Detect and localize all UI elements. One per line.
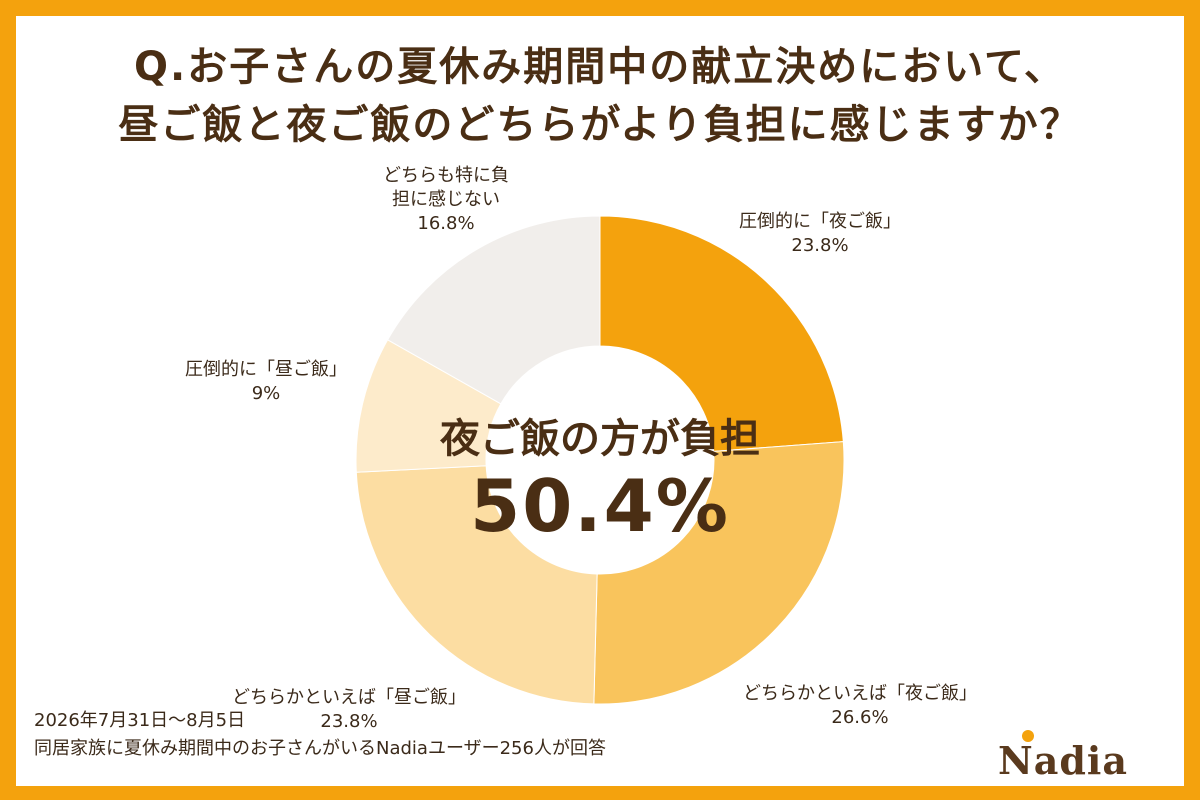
slice-value-text: 23.8%	[320, 711, 378, 732]
nadia-logo: Nadia	[998, 738, 1128, 783]
donut-slice-5	[386, 215, 601, 405]
survey-note: 同居家族に夏休み期間中のお子さんがいるNadiaユーザー256人が回答	[34, 738, 606, 759]
slice-category-text: どちらかといえば「夜ご飯」	[743, 683, 977, 704]
slice-label-5: どちらも特に負 担に感じない 16.8%	[383, 164, 509, 236]
title-line-1: Q.お子さんの夏休み期間中の献立決めにおいて、	[134, 44, 1066, 90]
slice-value-text: 16.8%	[417, 213, 475, 234]
slice-label-3: どちらかといえば「昼ご飯」 23.8%	[232, 686, 466, 734]
slice-category-text: 圧倒的に「昼ご飯」	[185, 359, 347, 380]
chart-card: Q.お子さんの夏休み期間中の献立決めにおいて、 昼ご飯と夜ご飯のどちらがより負担…	[16, 16, 1184, 786]
slice-label-2: どちらかといえば「夜ご飯」 26.6%	[743, 682, 977, 730]
center-title: 夜ご飯の方が負担	[440, 416, 760, 462]
donut-chart	[355, 215, 845, 705]
flower-icon	[1022, 730, 1034, 742]
slice-label-1: 圧倒的に「夜ご飯」 23.8%	[739, 210, 901, 258]
slice-label-4: 圧倒的に「昼ご飯」 9%	[185, 358, 347, 406]
title-line-2: 昼ご飯と夜ご飯のどちらがより負担に感じますか？	[118, 102, 1082, 148]
chart-title: Q.お子さんの夏休み期間中の献立決めにおいて、 昼ご飯と夜ご飯のどちらがより負担…	[16, 38, 1184, 154]
slice-category-text: 圧倒的に「夜ご飯」	[739, 211, 901, 232]
donut-slice-1	[599, 215, 844, 452]
slice-value-text: 23.8%	[791, 235, 849, 256]
slice-value-text: 9%	[251, 383, 281, 404]
slice-category-text: どちらも特に負	[383, 165, 509, 186]
slice-category-text: どちらかといえば「昼ご飯」	[232, 687, 466, 708]
donut-slice-3	[355, 465, 598, 705]
donut-slice-2	[593, 441, 845, 705]
slice-value-text: 26.6%	[831, 707, 889, 728]
slice-category-text: 担に感じない	[392, 189, 500, 210]
survey-date: 2026年7月31日〜8月5日	[34, 710, 246, 731]
center-value: 50.4%	[470, 464, 730, 548]
